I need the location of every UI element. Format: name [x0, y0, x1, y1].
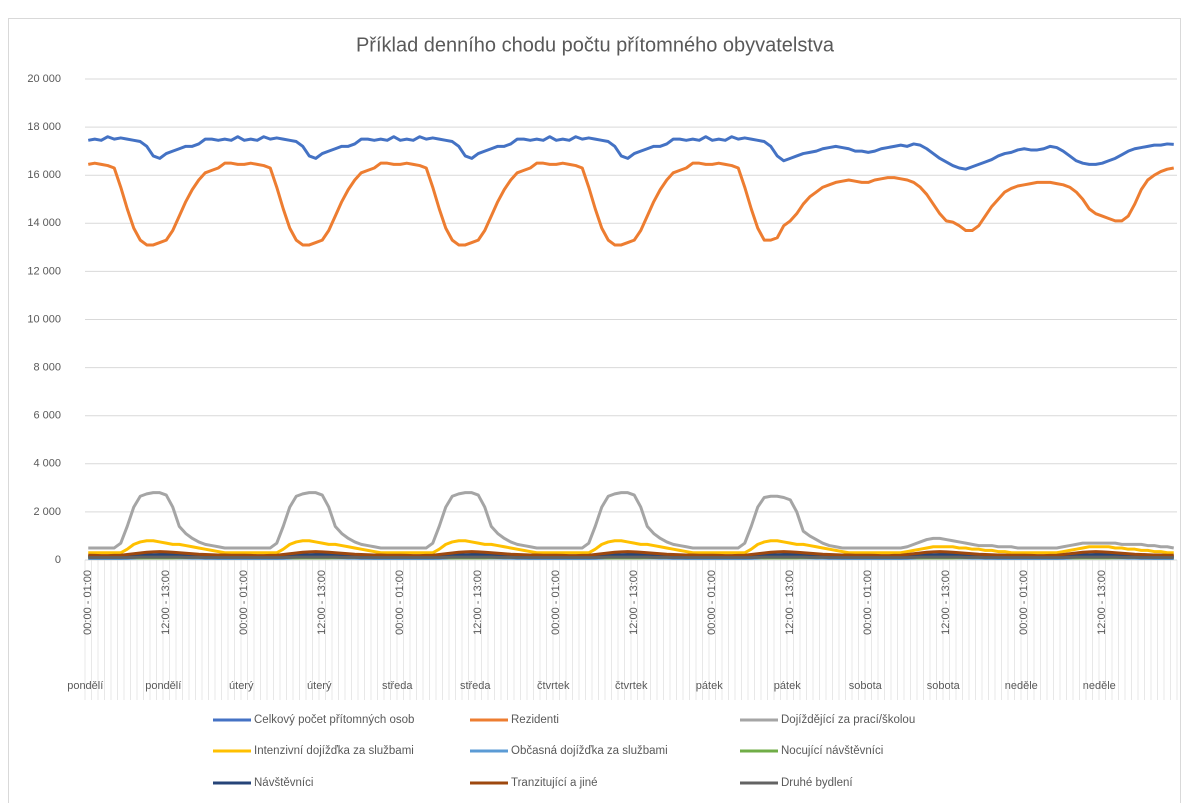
x-tick-label: 00:00 - 01:00	[1018, 570, 1030, 635]
x-tick-label: 00:00 - 01:00	[82, 570, 94, 635]
series-line	[88, 539, 1174, 555]
legend-label: Intenzivní dojížďka za službami	[254, 745, 414, 757]
x-tick-label: 12:00 - 13:00	[316, 570, 328, 635]
x-tick-label: 12:00 - 13:00	[160, 570, 172, 635]
x-tick-label: 00:00 - 01:00	[238, 570, 250, 635]
y-tick-label: 20 000	[27, 73, 61, 85]
chart-border	[8, 18, 1181, 803]
chart-title: Příklad denního chodu počtu přítomného o…	[356, 34, 835, 56]
legend-label: Občasná dojížďka za službami	[511, 745, 668, 757]
x-group-label: neděle	[1083, 680, 1116, 692]
x-tick-label: 12:00 - 13:00	[940, 570, 952, 635]
x-group-label: pátek	[696, 680, 723, 692]
x-group-label: středa	[382, 680, 413, 692]
legend-label: Rezidenti	[511, 714, 559, 726]
y-tick-label: 12 000	[27, 265, 61, 277]
x-group-label: pátek	[774, 680, 801, 692]
y-tick-label: 6 000	[33, 410, 61, 422]
x-group-label: středa	[460, 680, 491, 692]
series-line	[87, 161, 1175, 247]
x-group-label: úterý	[229, 680, 254, 692]
x-tick-label: 12:00 - 13:00	[628, 570, 640, 635]
x-tick-label: 12:00 - 13:00	[784, 570, 796, 635]
legend-label: Dojíždějící za prací/školou	[781, 714, 915, 726]
x-tick-label: 00:00 - 01:00	[550, 570, 562, 635]
legend-label: Druhé bydlení	[781, 777, 853, 789]
y-tick-label: 14 000	[27, 217, 61, 229]
y-tick-label: 8 000	[33, 362, 61, 374]
legend-label: Návštěvníci	[254, 777, 313, 789]
x-group-label: úterý	[307, 680, 332, 692]
x-group-label: sobota	[927, 680, 961, 692]
legend-label: Tranzitující a jiné	[511, 777, 598, 789]
series-line	[87, 135, 1174, 171]
y-tick-label: 2 000	[33, 506, 61, 518]
x-tick-label: 12:00 - 13:00	[1096, 570, 1108, 635]
x-group-label: sobota	[849, 680, 883, 692]
x-group-label: pondělí	[145, 680, 181, 692]
x-tick-label: 12:00 - 13:00	[472, 570, 484, 635]
series-line	[88, 491, 1175, 550]
y-tick-label: 18 000	[27, 121, 61, 133]
x-group-label: čtvrtek	[537, 680, 570, 692]
x-tick-label: 00:00 - 01:00	[862, 570, 874, 635]
x-tick-label: 00:00 - 01:00	[706, 570, 718, 635]
y-tick-label: 10 000	[27, 313, 61, 325]
x-tick-label: 00:00 - 01:00	[394, 570, 406, 635]
x-group-label: neděle	[1005, 680, 1038, 692]
x-group-label: čtvrtek	[615, 680, 648, 692]
x-group-label: pondělí	[67, 680, 103, 692]
series-line	[88, 550, 1174, 558]
y-tick-label: 4 000	[33, 458, 61, 470]
legend-label: Celkový počet přítomných osob	[254, 714, 414, 726]
y-tick-label: 16 000	[27, 169, 61, 181]
y-tick-label: 0	[55, 554, 61, 566]
legend-label: Nocující návštěvníci	[781, 745, 883, 757]
